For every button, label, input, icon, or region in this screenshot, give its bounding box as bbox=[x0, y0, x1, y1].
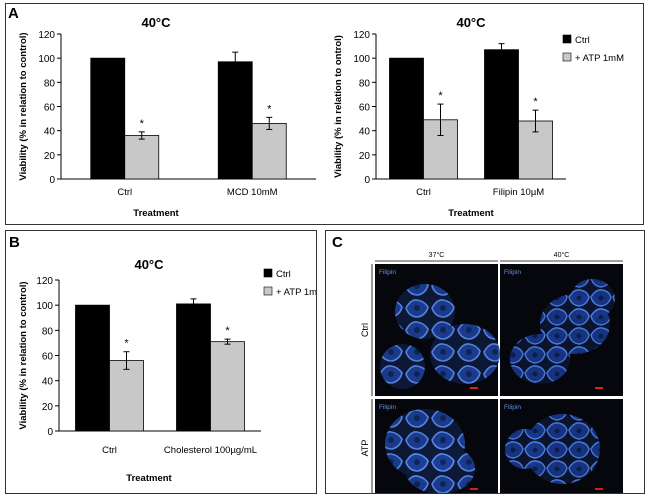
chart-b: 0 20 40 60 80 100 120 40°C Viability (% in relat… bbox=[18, 257, 316, 484]
legend-swatch bbox=[562, 34, 572, 44]
y-tick-label: 20 bbox=[359, 151, 371, 162]
panel-label-b: B bbox=[9, 234, 20, 251]
cell-cluster bbox=[380, 284, 500, 389]
stain-label: Filipin bbox=[504, 404, 521, 411]
column-label: 40°C bbox=[554, 251, 570, 259]
panel-label-a: A bbox=[8, 5, 19, 22]
bar-ctrl bbox=[217, 61, 253, 180]
cell-region bbox=[570, 279, 615, 319]
bar-ctrl bbox=[484, 49, 519, 180]
chart-a-left: 0 20 40 60 80 100 120 40°C Viability (% in relat… bbox=[18, 15, 316, 219]
cell-region bbox=[405, 444, 475, 493]
legend-entry: + ATP 1mM bbox=[276, 287, 316, 298]
bar-atp bbox=[251, 123, 287, 180]
category-label: Ctrl bbox=[117, 187, 132, 198]
y-tick-label: 120 bbox=[36, 276, 53, 287]
y-tick-label: 0 bbox=[49, 175, 55, 186]
cell-region bbox=[510, 334, 570, 384]
category-label: Filipin 10µM bbox=[493, 187, 544, 198]
cell-region bbox=[525, 414, 600, 484]
bar-ctrl bbox=[90, 57, 126, 180]
significance-marker: * bbox=[140, 118, 145, 130]
y-tick-label: 20 bbox=[42, 402, 54, 413]
bar-atp bbox=[109, 360, 144, 432]
legend-swatch bbox=[263, 286, 273, 296]
bar-ctrl bbox=[176, 303, 211, 432]
panel-b: B 0 20 40 60 80 100 120 40°C Viability (% in rel… bbox=[5, 230, 317, 494]
chart-title: 40°C bbox=[134, 257, 164, 272]
x-axis-label: Treatment bbox=[133, 208, 179, 219]
significance-marker: * bbox=[124, 338, 129, 350]
y-tick-label: 80 bbox=[42, 326, 54, 337]
cell-cluster bbox=[505, 414, 600, 484]
y-tick-label: 0 bbox=[47, 427, 53, 438]
significance-marker: * bbox=[438, 90, 443, 102]
y-axis-label: Viability (% in relation to ontrol) bbox=[333, 35, 344, 178]
category-label: Cholesterol 100µg/mL bbox=[164, 445, 257, 456]
y-tick-label: 100 bbox=[36, 301, 53, 312]
y-tick-label: 40 bbox=[359, 127, 371, 138]
category-label: Ctrl bbox=[416, 187, 431, 198]
y-tick-label: 60 bbox=[359, 103, 371, 114]
panel-label-c: C bbox=[332, 234, 343, 251]
micrograph-grid: 37°C 40°C Ctrl ATP Filipin Filipin Filipin Fili… bbox=[360, 251, 623, 493]
panel-a: A 0 20 40 60 80 100 120 40°C Viability (% in rel… bbox=[5, 3, 644, 225]
y-tick-label: 60 bbox=[44, 103, 56, 114]
category-label: MCD 10mM bbox=[227, 187, 278, 198]
y-axis-label: Viability (% in relation to control) bbox=[18, 32, 29, 180]
column-label: 37°C bbox=[429, 251, 445, 259]
y-tick-label: 120 bbox=[353, 30, 370, 41]
significance-marker: * bbox=[533, 96, 538, 108]
y-tick-label: 60 bbox=[42, 352, 54, 363]
bar-atp bbox=[124, 135, 160, 180]
panel-c: C 37°C 40°C Ctrl ATP Filipin Filipin Filipin Fi… bbox=[325, 230, 645, 494]
category-label: Ctrl bbox=[102, 445, 117, 456]
legend-entry: Ctrl bbox=[276, 269, 291, 280]
cell-region bbox=[395, 284, 455, 339]
significance-marker: * bbox=[225, 325, 230, 337]
stain-label: Filipin bbox=[504, 269, 521, 276]
chart-a-right: 0 20 40 60 80 100 120 40°C Viability (% in relat… bbox=[333, 15, 624, 219]
chart-title: 40°C bbox=[141, 15, 171, 30]
cell-cluster bbox=[385, 409, 475, 493]
y-tick-label: 40 bbox=[44, 127, 56, 138]
x-axis-label: Treatment bbox=[126, 473, 172, 484]
chart-title: 40°C bbox=[456, 15, 486, 30]
legend-entry: Ctrl bbox=[575, 35, 590, 46]
y-tick-label: 20 bbox=[44, 151, 56, 162]
significance-marker: * bbox=[267, 103, 272, 115]
bar-ctrl bbox=[75, 304, 110, 432]
y-tick-label: 100 bbox=[353, 54, 370, 65]
y-tick-label: 120 bbox=[38, 30, 55, 41]
cell-cluster bbox=[510, 279, 615, 384]
cell-region bbox=[505, 429, 545, 469]
legend-entry: + ATP 1mM bbox=[575, 53, 624, 64]
y-tick-label: 0 bbox=[364, 175, 370, 186]
legend-swatch bbox=[263, 268, 273, 278]
legend-swatch bbox=[562, 52, 572, 62]
y-tick-label: 100 bbox=[38, 54, 55, 65]
bar-atp bbox=[210, 341, 245, 432]
stain-label: Filipin bbox=[379, 269, 396, 276]
y-tick-label: 40 bbox=[42, 377, 54, 388]
cell-region bbox=[430, 324, 500, 384]
cell-region bbox=[380, 344, 425, 389]
y-tick-label: 80 bbox=[359, 78, 371, 89]
stain-label: Filipin bbox=[379, 404, 396, 411]
row-label: ATP bbox=[360, 440, 370, 457]
x-axis-label: Treatment bbox=[448, 208, 494, 219]
y-tick-label: 80 bbox=[44, 78, 56, 89]
y-axis-label: Viability (% in relation to control) bbox=[18, 281, 29, 429]
bar-ctrl bbox=[389, 57, 424, 180]
row-label: Ctrl bbox=[360, 323, 370, 337]
